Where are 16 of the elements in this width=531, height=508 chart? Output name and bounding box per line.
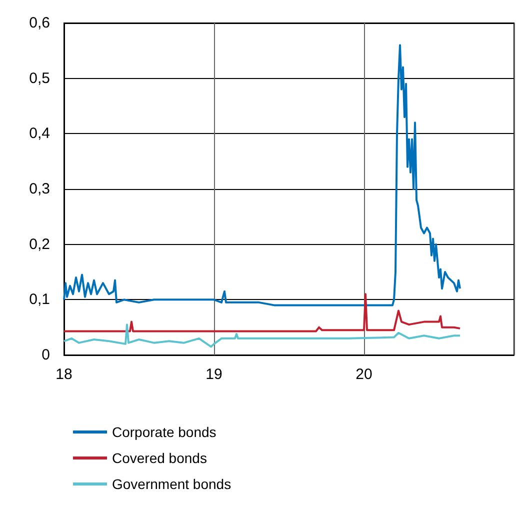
y-tick-label: 0: [42, 346, 50, 364]
y-tick-label: 0,5: [29, 70, 50, 87]
x-tick-label: 18: [56, 366, 72, 383]
legend-label: Covered bonds: [112, 450, 207, 466]
line-series: [63, 293, 461, 332]
y-tick-label: 0,3: [29, 180, 50, 198]
legend-label: Corporate bonds: [112, 424, 216, 440]
y-tick-label: 0,6: [29, 14, 50, 32]
y-tick-label: 0,4: [29, 125, 50, 142]
y-tick-label: 0,2: [29, 236, 50, 253]
x-tick-label: 19: [206, 366, 222, 383]
line-series: [63, 324, 461, 348]
y-tick-label: 0,1: [29, 291, 50, 308]
line-series: [63, 44, 461, 306]
x-tick-label: 20: [356, 366, 372, 383]
legend-label: Government bonds: [112, 476, 232, 492]
